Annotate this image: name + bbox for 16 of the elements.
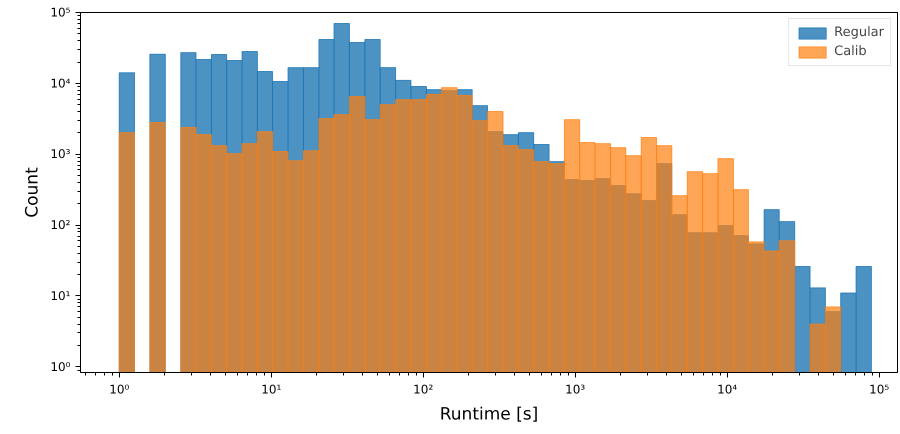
x-tick-label: 10³ xyxy=(565,382,586,396)
x-tick-label: 10¹ xyxy=(261,382,282,396)
y-axis-title: Count xyxy=(22,166,42,218)
legend-label: Regular xyxy=(834,25,884,40)
y-tick-label: 10⁰ xyxy=(50,360,71,374)
y-tick-label: 10⁵ xyxy=(50,6,71,20)
y-tick-label: 10⁴ xyxy=(50,76,71,90)
x-tick-label: 10² xyxy=(413,382,434,396)
x-tick-label: 10⁵ xyxy=(869,382,890,396)
legend-label: Calib xyxy=(834,44,867,59)
x-axis-title: Runtime [s] xyxy=(440,404,538,424)
y-tick-label: 10² xyxy=(50,218,71,232)
x-tick-label: 10⁴ xyxy=(717,382,738,396)
y-tick-label: 10³ xyxy=(50,147,71,162)
y-tick-label: 10¹ xyxy=(50,288,71,303)
x-tick-label: 10⁰ xyxy=(109,382,130,396)
